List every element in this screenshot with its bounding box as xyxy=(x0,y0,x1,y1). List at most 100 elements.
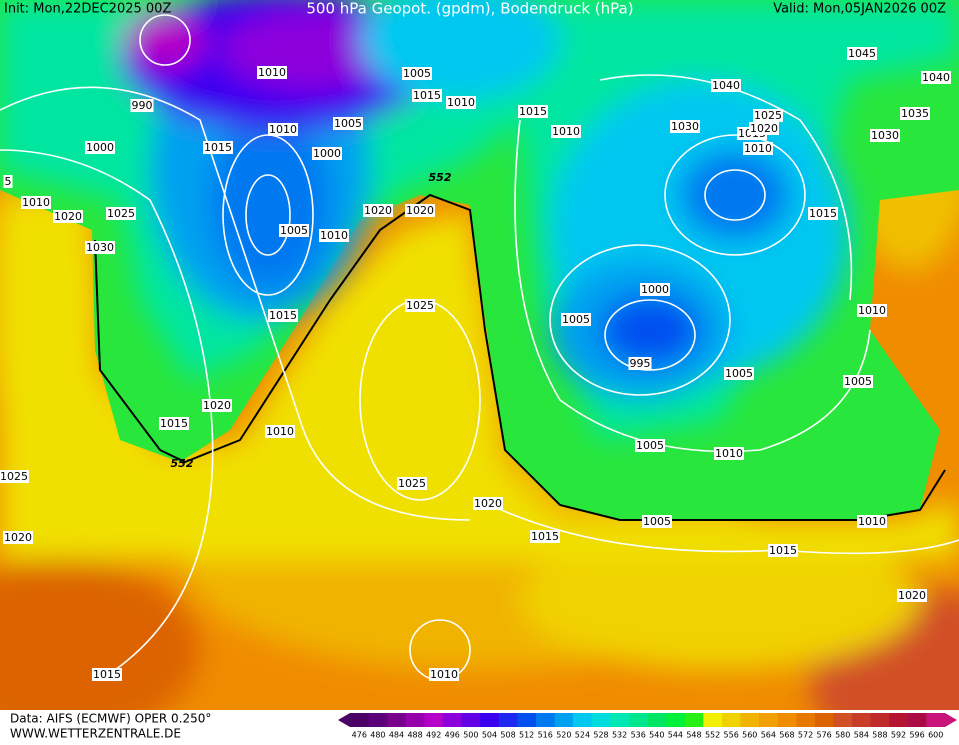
isobar-label: 1015 xyxy=(93,668,121,681)
colorbar-label: 528 xyxy=(593,731,608,740)
label-box xyxy=(642,515,672,528)
colorbar-swatch xyxy=(684,713,704,727)
colorbar-label: 520 xyxy=(556,731,571,740)
isobar-label: 1020 xyxy=(474,497,502,510)
contour-label: 552 xyxy=(429,171,452,184)
colorbar-swatch xyxy=(759,713,779,727)
label-box xyxy=(405,299,435,312)
colorbar-label: 532 xyxy=(612,731,627,740)
label-box xyxy=(21,196,51,209)
colorbar-swatch xyxy=(852,713,872,727)
isobar-label: 1005 xyxy=(334,117,362,130)
colorbar-label: 544 xyxy=(668,731,683,740)
label-box xyxy=(847,47,877,60)
label-box xyxy=(53,210,83,223)
isobar-label: 995 xyxy=(630,357,651,370)
isobar-label: 1005 xyxy=(844,375,872,388)
label-box xyxy=(749,122,779,135)
colorbar-label: 512 xyxy=(519,731,534,740)
label-box xyxy=(412,89,442,102)
label-box xyxy=(870,129,900,142)
isobar-label: 990 xyxy=(132,99,153,112)
colorbar-label: 560 xyxy=(742,731,757,740)
colorbar-swatch xyxy=(666,713,686,727)
isobar-label: 1045 xyxy=(848,47,876,60)
isobar-label: 1020 xyxy=(898,589,926,602)
label-box xyxy=(628,357,652,370)
isobar-label: 1020 xyxy=(750,122,778,135)
isobar-label: 1020 xyxy=(406,204,434,217)
label-box xyxy=(257,66,287,79)
colorbar-swatch xyxy=(591,713,611,727)
label-box xyxy=(711,79,741,92)
colorbar-label: 600 xyxy=(928,731,943,740)
isobar-label: 1010 xyxy=(266,425,294,438)
isobar-label: 1005 xyxy=(562,313,590,326)
isobar-label: 1040 xyxy=(712,79,740,92)
isobar-label: 1015 xyxy=(809,207,837,220)
isobar-label: 1010 xyxy=(715,447,743,460)
isobar-label: 1020 xyxy=(203,399,231,412)
colorbar-label: 536 xyxy=(631,731,646,740)
label-box xyxy=(724,367,754,380)
label-box xyxy=(333,117,363,130)
colorbar-swatch xyxy=(480,713,500,727)
isobar-label: 1010 xyxy=(744,142,772,155)
colorbar-swatch xyxy=(535,713,556,727)
colorbar-swatch xyxy=(424,713,444,727)
isobar-label: 5 xyxy=(5,175,12,188)
label-box xyxy=(561,313,591,326)
isobar-label: 1010 xyxy=(858,304,886,317)
label-box xyxy=(402,67,432,80)
isobar-label: 1010 xyxy=(858,515,886,528)
label-box xyxy=(405,204,435,217)
label-box xyxy=(203,141,233,154)
colorbar-label: 508 xyxy=(500,731,515,740)
label-box xyxy=(635,439,665,452)
colorbar-label: 504 xyxy=(482,731,497,740)
label-box xyxy=(640,283,670,296)
isobar-label: 1015 xyxy=(519,105,547,118)
colorbar-swatch xyxy=(647,713,667,727)
colorbar-swatch xyxy=(554,713,574,727)
colorbar-swatch xyxy=(814,713,834,727)
isobar-label: 1015 xyxy=(160,417,188,430)
isobar-label: 1015 xyxy=(269,309,297,322)
isobar-label: 1010 xyxy=(447,96,475,109)
label-box xyxy=(530,530,560,543)
isobar-label: 1000 xyxy=(86,141,114,154)
label-box xyxy=(808,207,838,220)
isobar-label: 1035 xyxy=(901,107,929,120)
isobar-label: 1025 xyxy=(754,109,782,122)
label-box xyxy=(897,589,927,602)
isobar-label: 1010 xyxy=(320,229,348,242)
isobar-label: 1020 xyxy=(4,531,32,544)
label-box xyxy=(551,125,581,138)
colorbar-swatch xyxy=(610,713,630,727)
label-box xyxy=(0,470,29,483)
colorbar-label: 580 xyxy=(835,731,850,740)
colorbar-arrow-left xyxy=(338,713,350,727)
label-box xyxy=(92,668,122,681)
isobar-label: 1005 xyxy=(280,224,308,237)
isobar-label: 1015 xyxy=(204,141,232,154)
colorbar-label: 564 xyxy=(761,731,776,740)
colorbar-arrow-right xyxy=(945,713,957,727)
label-box xyxy=(843,375,873,388)
colorbar-label: 584 xyxy=(854,731,869,740)
colorbar-swatch xyxy=(573,713,593,727)
colorbar-swatch xyxy=(833,713,853,727)
isobar-label: 1025 xyxy=(398,477,426,490)
label-box xyxy=(857,515,887,528)
isobar-label: 1025 xyxy=(0,470,28,483)
colorbar-swatch xyxy=(907,713,927,727)
isobar-label: 1040 xyxy=(922,71,950,84)
colorbar-swatch xyxy=(498,713,518,727)
contour-label: 552 xyxy=(171,457,194,470)
isobar-label: 1030 xyxy=(86,241,114,254)
colorbar-label: 524 xyxy=(575,731,590,740)
colorbar-swatch xyxy=(926,713,946,727)
isobar-label: 1030 xyxy=(671,120,699,133)
